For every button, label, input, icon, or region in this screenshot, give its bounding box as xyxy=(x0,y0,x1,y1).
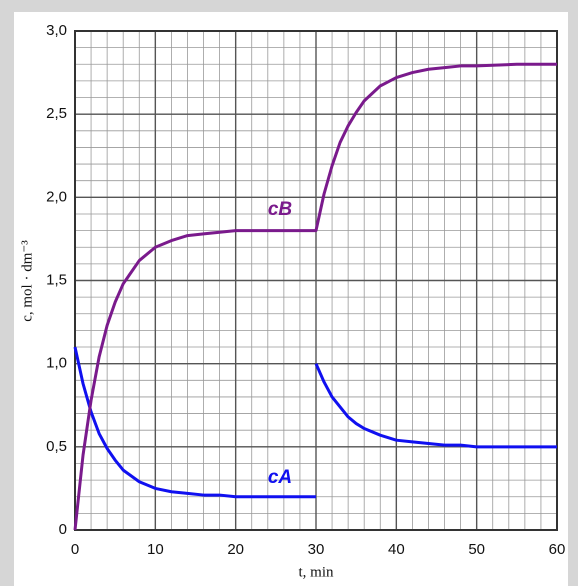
series-line xyxy=(73,62,557,531)
y-tick-label: 0,5 xyxy=(46,438,67,455)
x-tick-label: 40 xyxy=(388,541,405,558)
y-tick-label: 2,5 xyxy=(46,105,67,122)
x-tick-label: 60 xyxy=(549,541,566,558)
x-tick-label: 10 xyxy=(147,541,164,558)
y-tick-label: 2,0 xyxy=(46,188,67,205)
y-tick-label: 1,0 xyxy=(46,355,67,372)
x-tick-label: 50 xyxy=(468,541,485,558)
x-tick-label: 30 xyxy=(308,541,325,558)
series-label: cA xyxy=(268,467,292,488)
series-line xyxy=(73,346,557,499)
panel xyxy=(14,12,568,586)
y-tick-label: 1,5 xyxy=(46,271,67,288)
x-tick-label: 0 xyxy=(71,541,79,558)
y-tick-label: 3,0 xyxy=(46,22,67,39)
plot-frame xyxy=(74,30,558,531)
y-tick-label: 0 xyxy=(59,521,67,538)
series-label: cB xyxy=(268,199,293,220)
y-axis-label: c, mol · dm⁻³ xyxy=(19,240,35,322)
x-tick-label: 20 xyxy=(227,541,244,558)
x-axis-label: t, min xyxy=(298,564,334,580)
